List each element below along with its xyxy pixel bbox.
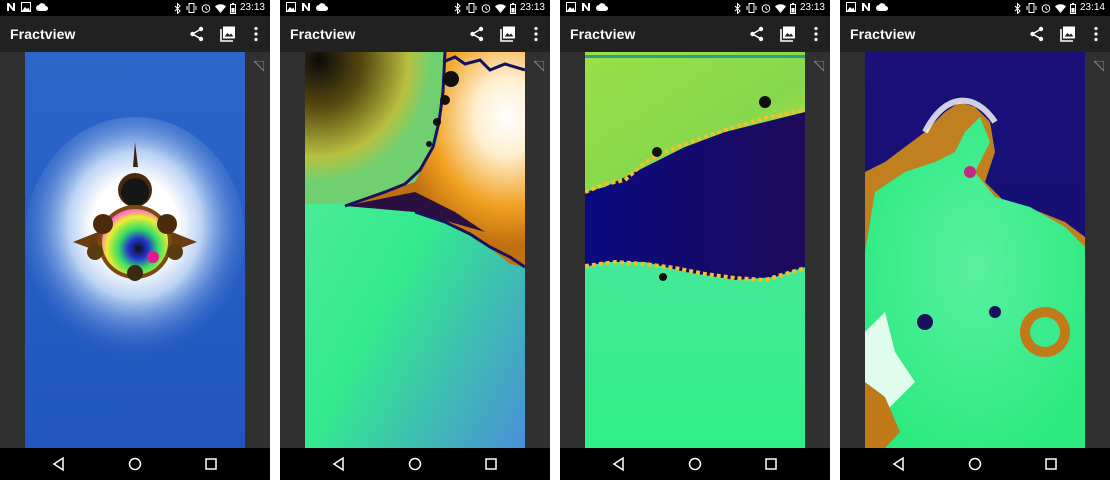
back-icon[interactable] <box>611 456 627 472</box>
battery-icon <box>229 2 236 14</box>
n-icon <box>581 2 591 12</box>
cloud-icon <box>316 3 328 11</box>
share-icon[interactable] <box>188 25 206 43</box>
cloud-icon <box>876 3 888 11</box>
more-vert-icon[interactable] <box>247 25 265 43</box>
fractal-image[interactable] <box>585 52 805 448</box>
gallery-icon[interactable] <box>499 25 517 43</box>
cloud-icon <box>36 3 48 11</box>
recents-icon[interactable] <box>1043 456 1059 472</box>
vibrate-icon <box>186 3 197 13</box>
wifi-icon <box>774 3 786 13</box>
vibrate-icon <box>466 3 477 13</box>
n-icon <box>301 2 311 12</box>
app-bar: Fractview <box>0 16 270 52</box>
navigation-bar <box>0 448 270 480</box>
home-icon[interactable] <box>687 456 703 472</box>
phone-screen-1: 23:13 Fractview <box>0 0 270 480</box>
back-icon[interactable] <box>891 456 907 472</box>
cloud-icon <box>596 3 608 11</box>
bluetooth-icon <box>734 2 742 14</box>
more-vert-icon[interactable] <box>527 25 545 43</box>
image-icon <box>21 2 31 12</box>
battery-icon <box>789 2 796 14</box>
phone-screen-3: 23:13 Fractview <box>560 0 830 480</box>
navigation-bar <box>840 448 1110 480</box>
navigation-bar <box>280 448 550 480</box>
gallery-icon[interactable] <box>219 25 237 43</box>
fractal-viewport <box>0 52 270 448</box>
image-icon <box>846 2 856 12</box>
vibrate-icon <box>1026 3 1037 13</box>
alarm-icon <box>481 3 491 13</box>
corner-triangle-icon <box>812 58 825 73</box>
bluetooth-icon <box>174 2 182 14</box>
home-icon[interactable] <box>967 456 983 472</box>
corner-triangle-icon <box>1092 58 1105 73</box>
wifi-icon <box>214 3 226 13</box>
app-title: Fractview <box>850 26 916 42</box>
back-icon[interactable] <box>331 456 347 472</box>
status-bar: 23:13 <box>280 0 550 16</box>
app-title: Fractview <box>10 26 76 42</box>
bluetooth-icon <box>454 2 462 14</box>
app-title: Fractview <box>570 26 636 42</box>
back-icon[interactable] <box>51 456 67 472</box>
home-icon[interactable] <box>407 456 423 472</box>
status-bar: 23:14 <box>840 0 1110 16</box>
corner-triangle-icon <box>532 58 545 73</box>
bluetooth-icon <box>1014 2 1022 14</box>
image-icon <box>566 2 576 12</box>
recents-icon[interactable] <box>483 456 499 472</box>
share-icon[interactable] <box>468 25 486 43</box>
app-bar: Fractview <box>560 16 830 52</box>
status-time: 23:13 <box>519 2 545 13</box>
app-bar: Fractview <box>840 16 1110 52</box>
fractal-viewport <box>280 52 550 448</box>
share-icon[interactable] <box>748 25 766 43</box>
fractal-viewport <box>840 52 1110 448</box>
phone-screen-2: 23:13 Fractview <box>280 0 550 480</box>
status-bar: 23:13 <box>0 0 270 16</box>
home-icon[interactable] <box>127 456 143 472</box>
fractal-image[interactable] <box>305 52 525 448</box>
navigation-bar <box>560 448 830 480</box>
gallery-icon[interactable] <box>779 25 797 43</box>
image-icon <box>286 2 296 12</box>
app-title: Fractview <box>290 26 356 42</box>
n-icon <box>861 2 871 12</box>
corner-triangle-icon <box>252 58 265 73</box>
app-bar: Fractview <box>280 16 550 52</box>
battery-icon <box>509 2 516 14</box>
status-time: 23:13 <box>799 2 825 13</box>
more-vert-icon[interactable] <box>1087 25 1105 43</box>
vibrate-icon <box>746 3 757 13</box>
recents-icon[interactable] <box>763 456 779 472</box>
alarm-icon <box>1041 3 1051 13</box>
fractal-viewport <box>560 52 830 448</box>
fractal-image[interactable] <box>25 52 245 448</box>
more-vert-icon[interactable] <box>807 25 825 43</box>
gallery-icon[interactable] <box>1059 25 1077 43</box>
alarm-icon <box>761 3 771 13</box>
status-time: 23:13 <box>239 2 265 13</box>
alarm-icon <box>201 3 211 13</box>
wifi-icon <box>1054 3 1066 13</box>
recents-icon[interactable] <box>203 456 219 472</box>
status-time: 23:14 <box>1079 2 1105 13</box>
share-icon[interactable] <box>1028 25 1046 43</box>
phone-screen-4: 23:14 Fractview <box>840 0 1110 480</box>
status-bar: 23:13 <box>560 0 830 16</box>
fractal-image[interactable] <box>865 52 1085 448</box>
n-icon <box>6 2 16 12</box>
wifi-icon <box>494 3 506 13</box>
battery-icon <box>1069 2 1076 14</box>
